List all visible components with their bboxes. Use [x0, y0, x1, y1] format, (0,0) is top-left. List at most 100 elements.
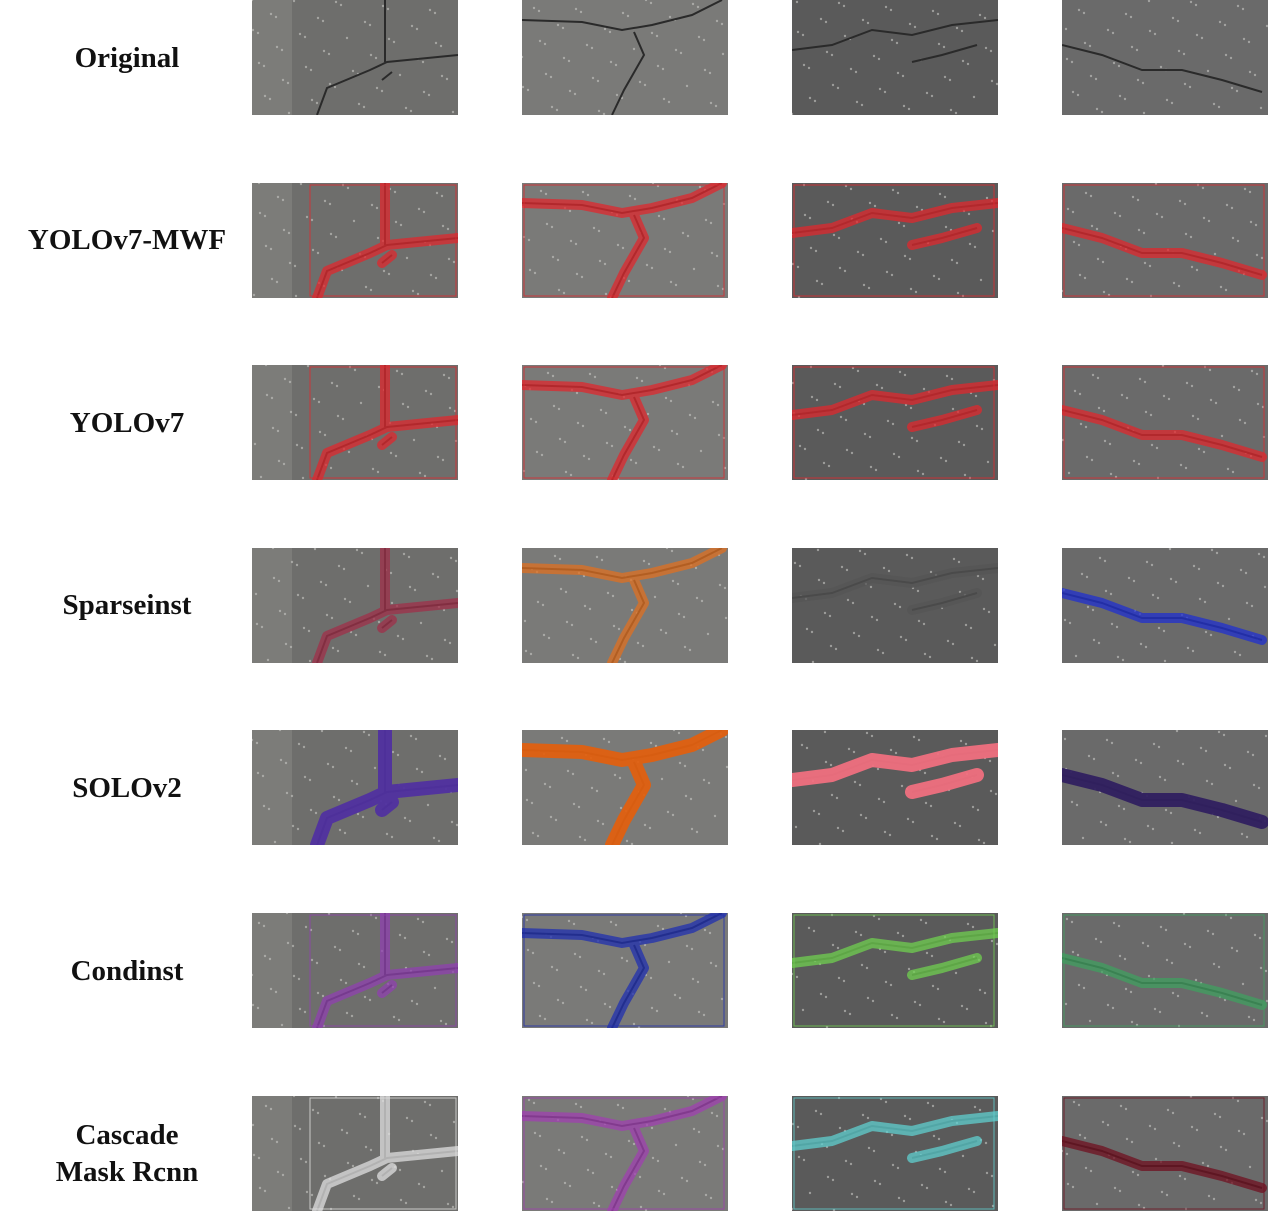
aggregate [390, 601, 394, 604]
aggregate [856, 369, 860, 373]
aggregate [1184, 466, 1188, 470]
aggregate [923, 772, 927, 775]
aggregate [350, 1014, 354, 1018]
aggregate [317, 1141, 321, 1144]
aggregate [534, 420, 538, 424]
aggregate [578, 836, 582, 839]
aggregate [683, 765, 687, 768]
aggregate [944, 1200, 948, 1203]
aggregate [301, 476, 305, 480]
aggregate [802, 1158, 806, 1161]
aggregate [451, 1205, 455, 1208]
aggregate [1206, 69, 1210, 73]
aggregate [1181, 763, 1185, 766]
aggregate [837, 976, 841, 980]
aggregate [692, 267, 696, 270]
aggregate [823, 731, 827, 734]
aggregate [427, 953, 431, 957]
aggregate [824, 20, 828, 24]
aggregate [280, 1023, 284, 1027]
aggregate [930, 954, 934, 958]
aggregate [451, 110, 455, 114]
aggregate [916, 589, 920, 592]
aggregate [398, 73, 402, 77]
aggregate [973, 1105, 977, 1108]
aggregate [346, 1161, 350, 1164]
aggregate [616, 243, 620, 246]
aggregate [1254, 1198, 1258, 1201]
aggregate [532, 1101, 536, 1104]
aggregate [1113, 211, 1117, 214]
aggregate [634, 461, 638, 465]
aggregate [1113, 1186, 1117, 1189]
aggregate [1082, 11, 1086, 15]
result-image [792, 547, 998, 663]
aggregate [840, 565, 844, 568]
pavement-edge [252, 730, 292, 846]
aggregate [1150, 443, 1154, 447]
aggregate [269, 12, 273, 16]
aggregate [260, 625, 264, 628]
aggregate [257, 61, 261, 65]
aggregate [912, 736, 916, 739]
aggregate [276, 195, 280, 198]
crack-mask [522, 365, 727, 481]
row-label: Sparseinst [0, 587, 254, 624]
aggregate [429, 273, 433, 276]
bounding-box [793, 914, 995, 1027]
aggregate [1208, 368, 1212, 372]
aggregate [1245, 836, 1249, 839]
aggregate [588, 607, 592, 610]
aggregate [277, 459, 281, 463]
aggregate [851, 601, 855, 604]
aggregate [875, 618, 879, 621]
result-image [1062, 0, 1268, 115]
aggregate [268, 957, 272, 961]
aggregate [454, 559, 458, 562]
aggregate [639, 1205, 643, 1208]
bounding-box [309, 184, 457, 297]
aggregate [824, 995, 828, 999]
aggregate [849, 1162, 853, 1165]
aggregate [526, 948, 530, 952]
aggregate [842, 4, 846, 8]
aggregate [563, 1181, 567, 1184]
aggregate [836, 86, 840, 90]
aggregate [627, 279, 631, 282]
aggregate [961, 1154, 965, 1157]
aggregate [1103, 439, 1107, 443]
aggregate [882, 566, 886, 569]
aggregate [1259, 106, 1263, 110]
aggregate [1191, 649, 1195, 652]
aggregate [971, 925, 975, 929]
aggregate [353, 368, 357, 372]
aggregate [1216, 816, 1220, 819]
aggregate [310, 98, 314, 102]
aggregate [415, 27, 419, 31]
aggregate [395, 369, 399, 373]
aggregate [550, 1200, 554, 1203]
aggregate [974, 394, 978, 398]
aggregate [945, 374, 949, 378]
aggregate [678, 996, 682, 1000]
aggregate [952, 557, 956, 560]
aggregate [278, 730, 282, 732]
aggregate [1218, 20, 1222, 24]
aggregate [349, 750, 353, 753]
aggregate [861, 1113, 865, 1116]
aggregate [1160, 215, 1164, 218]
aggregate [1141, 81, 1145, 85]
aggregate [585, 1018, 589, 1022]
aggregate [957, 560, 961, 563]
aggregate [657, 214, 661, 217]
aggregate [390, 836, 394, 839]
aggregate [291, 825, 295, 828]
aggregate [1250, 604, 1254, 607]
aggregate [430, 657, 434, 660]
aggregate [1104, 824, 1108, 827]
aggregate [870, 615, 874, 618]
aggregate [565, 620, 569, 623]
aggregate [590, 46, 594, 50]
aggregate [1064, 27, 1068, 31]
aggregate [649, 976, 653, 980]
